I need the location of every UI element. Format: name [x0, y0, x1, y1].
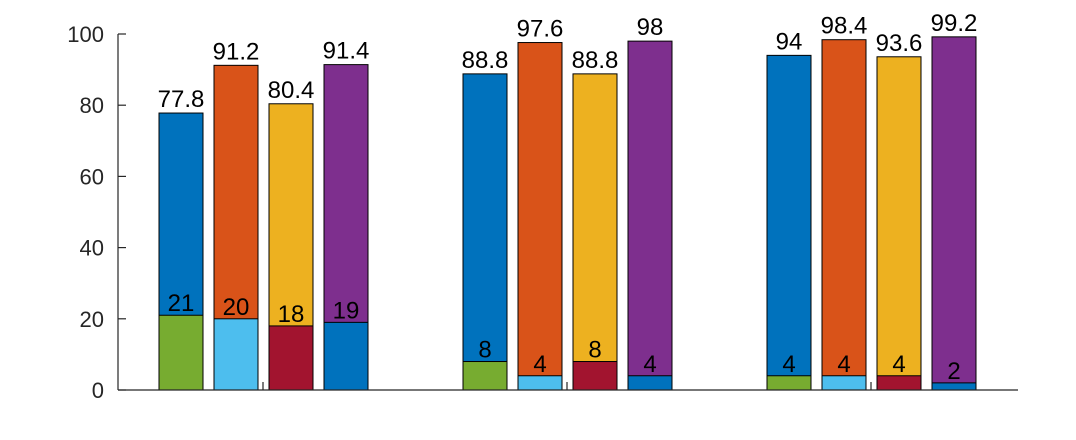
bar-front-g2-3 [572, 361, 618, 391]
bar-back-g3-3 [876, 56, 922, 391]
data-label-back-g2-2: 97.6 [517, 16, 564, 43]
bar-back-g2-4 [627, 40, 673, 391]
data-label-front-g3-3: 4 [892, 351, 905, 378]
data-label-back-g3-4: 99.2 [931, 10, 978, 37]
y-tick-label: 40 [80, 236, 104, 261]
data-label-front-g3-1: 4 [782, 351, 795, 378]
data-label-front-g3-4: 2 [947, 358, 960, 385]
data-label-front-g3-2: 4 [837, 351, 850, 378]
data-label-back-g3-2: 98.4 [821, 13, 868, 40]
data-label-back-g1-2: 91.2 [213, 38, 260, 65]
bar-front-g3-2 [821, 375, 867, 391]
bar-front-g2-1 [462, 361, 508, 391]
bar-back-g3-2 [821, 39, 867, 391]
data-label-back-g2-4: 98 [637, 14, 664, 41]
bar-front-g3-1 [766, 375, 812, 391]
data-label-back-g2-3: 88.8 [572, 47, 619, 74]
bars-layer [158, 36, 977, 391]
data-label-front-g2-1: 8 [478, 337, 491, 364]
y-tick-label: 0 [92, 378, 104, 403]
bar-front-g2-2 [517, 375, 563, 391]
data-label-front-g1-3: 18 [278, 301, 305, 328]
labels-layer: 77.8 91.2 80.4 91.4 88.8 97.6 88.8 98 94 98.4 93.6… [158, 10, 978, 385]
bar-back-g3-4 [931, 36, 977, 391]
data-label-front-g1-4: 19 [333, 297, 360, 324]
y-tick-label: 20 [80, 307, 104, 332]
y-tick-label: 60 [80, 164, 104, 189]
bar-front-g2-4 [627, 375, 673, 391]
bar-front-g1-1 [158, 314, 204, 391]
data-label-back-g3-1: 94 [776, 28, 803, 55]
bar-back-g2-1 [462, 73, 508, 391]
data-label-back-g1-1: 77.8 [158, 86, 205, 113]
data-label-back-g1-3: 80.4 [268, 77, 315, 104]
data-label-front-g1-2: 20 [223, 294, 250, 321]
bar-front-g1-2 [213, 318, 259, 391]
data-label-back-g1-4: 91.4 [323, 38, 370, 65]
data-label-back-g3-3: 93.6 [876, 30, 923, 57]
bar-back-g3-1 [766, 54, 812, 391]
bar-front-g3-3 [876, 375, 922, 391]
bar-front-g1-3 [268, 325, 314, 391]
y-tick-label: 100 [67, 22, 104, 47]
data-label-front-g2-3: 8 [588, 337, 601, 364]
y-tick-label: 80 [80, 93, 104, 118]
data-label-front-g1-1: 21 [168, 290, 195, 317]
bar-back-g2-2 [517, 42, 563, 391]
data-label-back-g2-1: 88.8 [462, 47, 509, 74]
bar-front-g1-4 [323, 321, 369, 391]
data-label-front-g2-2: 4 [533, 351, 546, 378]
y-axis: 0 20 40 60 80 100 [67, 22, 1018, 403]
data-label-front-g2-4: 4 [643, 351, 656, 378]
